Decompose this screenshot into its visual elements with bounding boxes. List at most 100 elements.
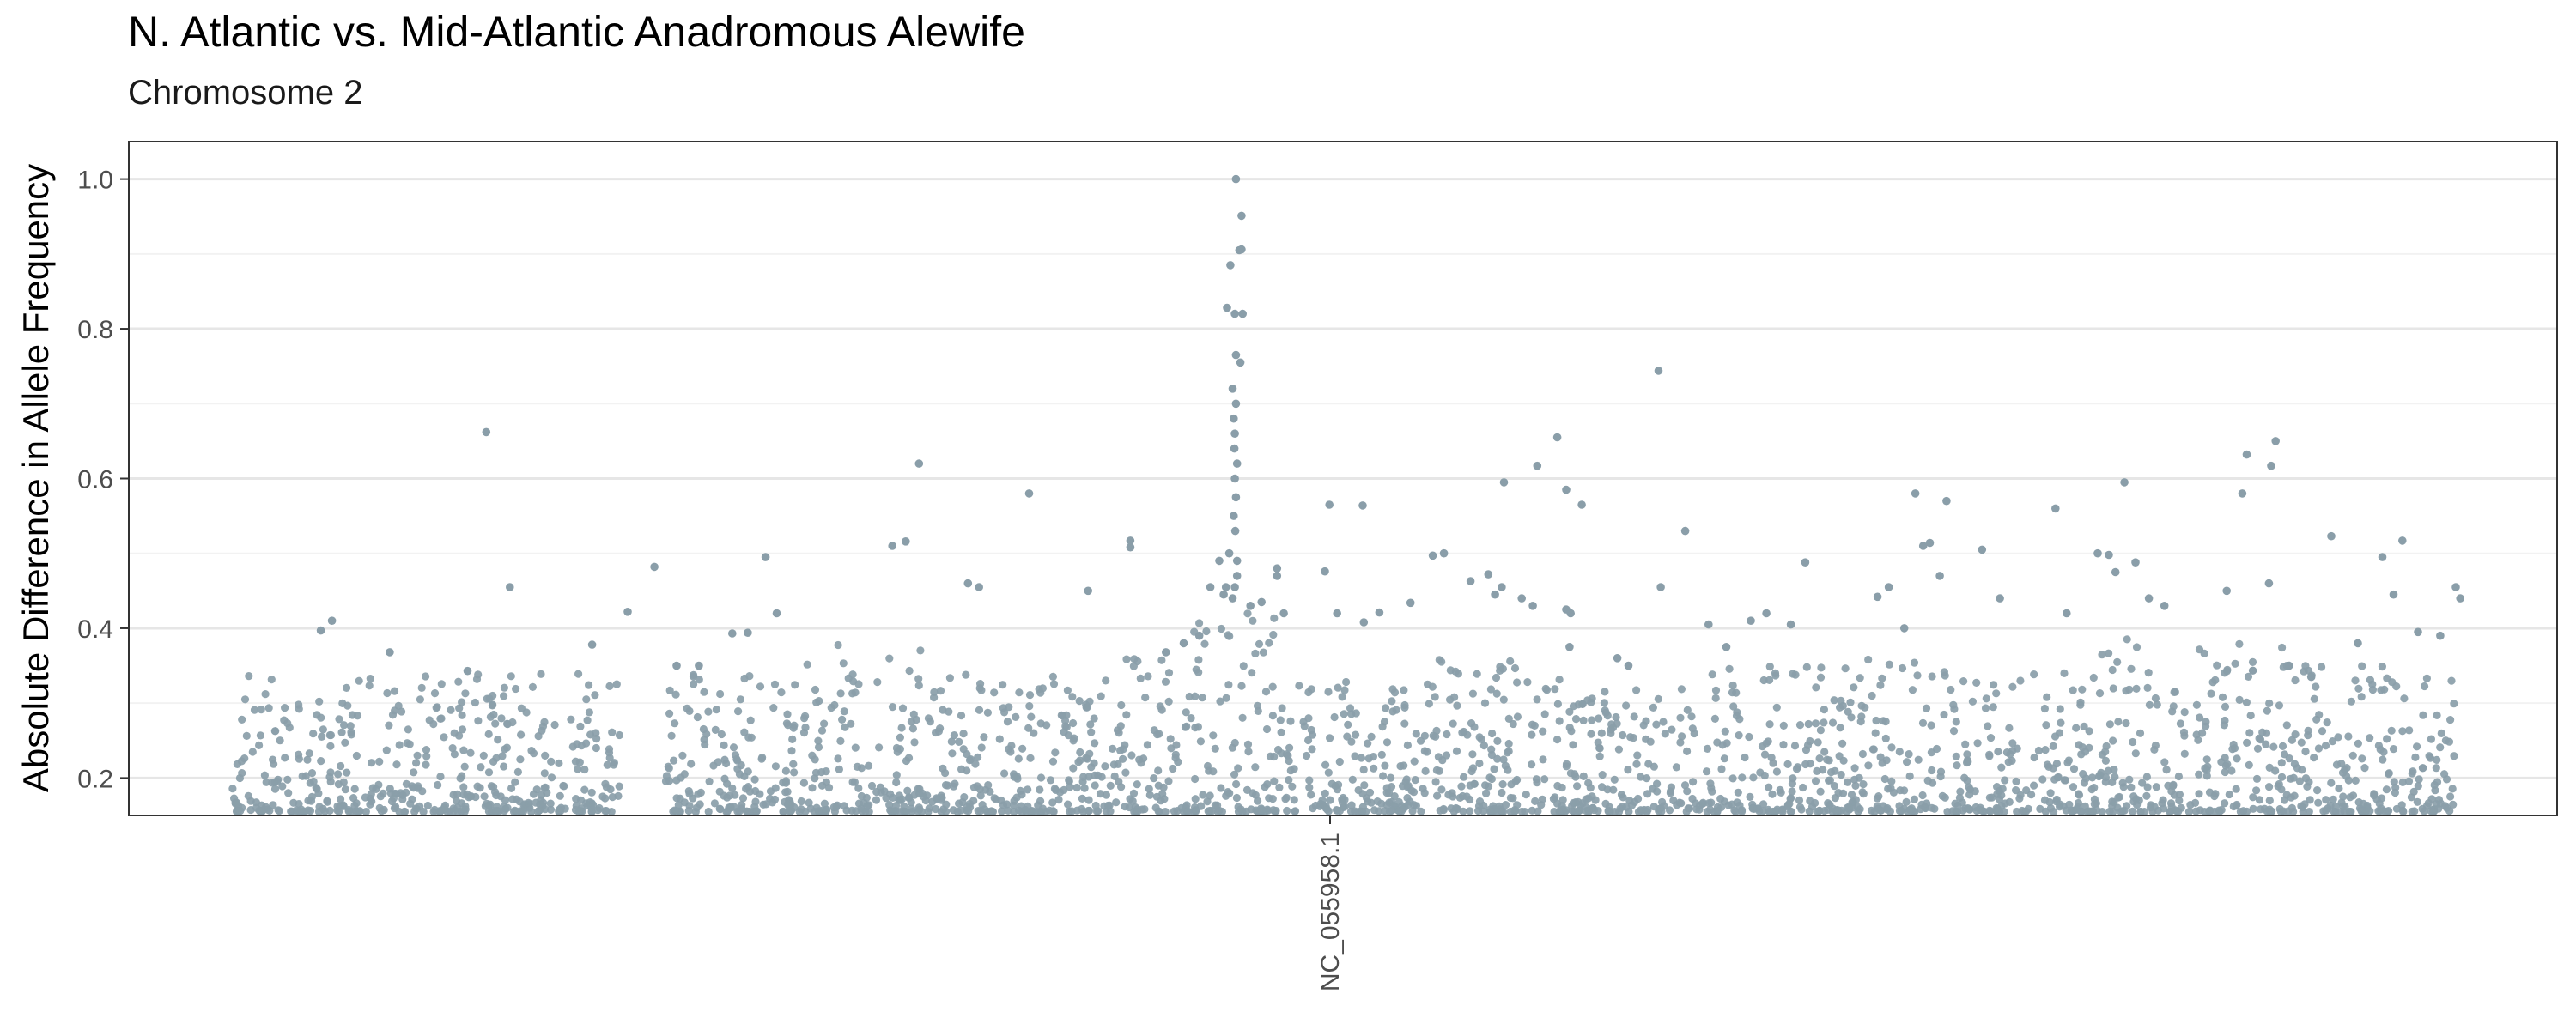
data-point: [1614, 745, 1623, 754]
data-point: [957, 765, 966, 773]
data-point: [2078, 685, 2087, 694]
data-point: [1703, 807, 1711, 816]
data-point: [848, 806, 856, 815]
data-point: [1224, 548, 1234, 558]
data-point: [556, 791, 564, 800]
data-point: [910, 738, 919, 747]
data-point: [1143, 741, 1151, 749]
data-point: [1209, 767, 1218, 776]
data-point: [1199, 791, 1207, 799]
data-point: [1273, 572, 1282, 580]
data-point: [905, 666, 914, 676]
data-point: [1826, 776, 1834, 785]
data-point: [1513, 801, 1522, 809]
data-point: [433, 703, 441, 712]
data-point: [1789, 774, 1797, 783]
data-point: [2133, 801, 2142, 809]
data-point: [1541, 684, 1550, 694]
data-point: [1928, 672, 1936, 681]
data-point: [1370, 764, 1378, 772]
data-point: [2303, 782, 2312, 791]
data-point: [1342, 677, 1351, 687]
data-point: [1239, 662, 1248, 670]
data-point: [1187, 714, 1195, 723]
data-point: [400, 808, 409, 816]
data-point: [2255, 734, 2263, 742]
data-point: [484, 801, 493, 809]
data-point: [1499, 478, 1509, 487]
data-point: [1868, 745, 1877, 754]
data-point: [1759, 800, 1768, 809]
data-point: [1024, 802, 1032, 810]
y-tick-label: 0.2: [77, 765, 113, 793]
data-point: [1673, 801, 1681, 809]
data-point: [814, 736, 823, 745]
data-point: [337, 761, 345, 771]
data-point: [1802, 663, 1811, 671]
data-point: [1523, 678, 1532, 687]
data-point: [2282, 721, 2291, 730]
data-point: [1364, 754, 1373, 763]
data-point: [1291, 807, 1299, 815]
data-point: [1509, 719, 1517, 729]
data-point: [1375, 608, 1384, 617]
data-point: [2252, 774, 2262, 784]
data-point: [2012, 786, 2020, 795]
data-point: [1630, 712, 1638, 721]
data-point: [1346, 704, 1355, 712]
data-point: [729, 743, 738, 752]
data-point: [1340, 686, 1349, 694]
data-point: [591, 691, 599, 700]
data-point: [1325, 500, 1334, 509]
data-point: [309, 730, 318, 738]
data-point: [592, 743, 601, 753]
data-point: [1643, 790, 1652, 798]
data-point: [1072, 783, 1081, 792]
data-point: [1501, 801, 1510, 809]
data-point: [337, 795, 345, 803]
data-point: [1923, 799, 1931, 808]
data-point: [1985, 750, 1994, 759]
data-point: [692, 803, 702, 812]
data-point: [889, 807, 898, 815]
data-point: [1883, 803, 1892, 813]
data-point: [1565, 707, 1574, 716]
data-point: [1003, 800, 1012, 809]
data-point: [1534, 807, 1542, 815]
data-point: [1126, 542, 1135, 552]
data-point: [1268, 712, 1277, 720]
data-point: [1238, 309, 1247, 318]
data-point: [1856, 674, 1864, 682]
data-point: [1820, 748, 1829, 756]
data-point: [1981, 704, 1990, 712]
data-point: [1876, 681, 1885, 689]
data-point: [1115, 729, 1123, 737]
data-point: [1958, 798, 1966, 807]
data-point: [406, 799, 415, 809]
data-point: [2221, 716, 2229, 725]
data-point: [932, 728, 940, 737]
data-point: [1887, 743, 1896, 752]
data-point: [1676, 713, 1685, 722]
data-point: [1817, 663, 1826, 672]
data-point: [2414, 782, 2422, 791]
data-point: [1747, 616, 1755, 625]
data-point: [1831, 766, 1839, 775]
data-point: [1703, 744, 1712, 754]
data-point: [1484, 570, 1493, 579]
data-point: [2144, 594, 2154, 603]
data-point: [824, 784, 834, 792]
data-point: [1878, 674, 1886, 682]
data-point: [242, 731, 251, 741]
data-point: [2174, 772, 2183, 781]
data-point: [1401, 778, 1410, 786]
data-point: [538, 791, 546, 799]
data-point: [914, 807, 922, 815]
data-point: [1765, 676, 1774, 685]
data-point: [2144, 669, 2153, 677]
data-point: [872, 796, 881, 804]
data-point: [2077, 807, 2086, 816]
data-points: [228, 174, 2464, 816]
data-point: [1101, 762, 1109, 771]
data-point: [671, 719, 679, 728]
